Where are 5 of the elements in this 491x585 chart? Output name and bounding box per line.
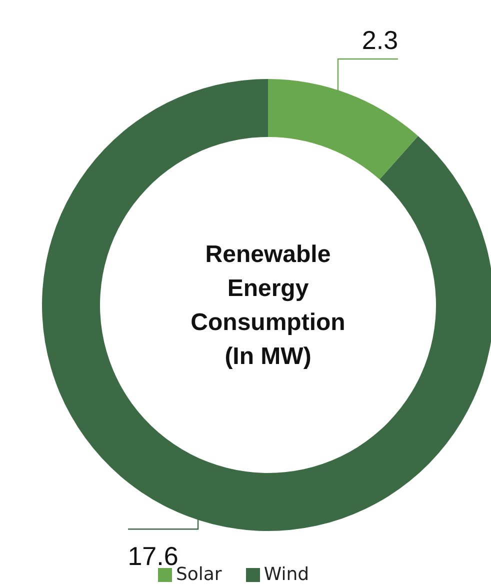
data-label: 17.6	[128, 541, 178, 572]
legend-label: Wind	[264, 564, 310, 585]
legend-label: Solar	[176, 564, 222, 585]
text: Renewable Energy Consumption (In MW)	[190, 241, 346, 370]
data-label: 2.3	[362, 25, 398, 55]
